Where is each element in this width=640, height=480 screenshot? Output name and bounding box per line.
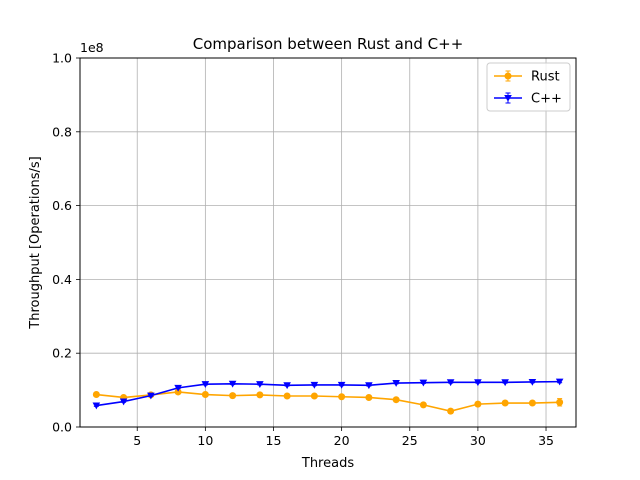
legend-item-rust: Rust xyxy=(494,70,560,85)
series-cpp xyxy=(92,378,564,410)
legend-marker xyxy=(504,72,512,80)
x-tick-label: 20 xyxy=(334,433,350,448)
data-point xyxy=(447,407,455,415)
legend-marker xyxy=(504,94,512,102)
data-point xyxy=(501,399,509,407)
y-tick-label: 0.8 xyxy=(52,124,72,139)
y-tick-label: 0.2 xyxy=(52,346,72,361)
data-point xyxy=(283,392,291,400)
data-point xyxy=(501,379,509,387)
data-point xyxy=(365,393,373,401)
data-point xyxy=(392,380,400,387)
data-point xyxy=(174,384,182,392)
data-point xyxy=(392,396,400,404)
data-point xyxy=(474,379,482,387)
data-point xyxy=(92,391,100,399)
chart-title: Comparison between Rust and C++ xyxy=(193,35,464,53)
ticks: 5 10 15 20 25 30 35 0.0 0.2 0.4 0.6 0.8 1.0 xyxy=(52,51,554,449)
data-point xyxy=(310,392,318,400)
data-point xyxy=(474,400,482,408)
y-axis-label: Throughput [Operations/s] xyxy=(28,156,43,329)
x-tick-label: 25 xyxy=(402,433,418,448)
y-tick-label: 0.4 xyxy=(52,272,72,287)
legend-label: C++ xyxy=(531,92,562,107)
data-point xyxy=(419,379,428,387)
y-axis-multiplier: 1e8 xyxy=(80,40,104,55)
data-point xyxy=(283,382,291,390)
data-point xyxy=(119,398,128,406)
data-point xyxy=(256,391,264,399)
plot-frame xyxy=(79,57,577,428)
x-tick-label: 15 xyxy=(266,433,282,448)
x-axis-label: Threads xyxy=(301,456,354,471)
data-point xyxy=(338,393,346,401)
data-point xyxy=(228,380,237,388)
series-line-rust xyxy=(96,391,560,412)
data-point xyxy=(419,401,427,409)
data-point xyxy=(174,388,182,396)
data-point xyxy=(201,381,210,388)
data-point xyxy=(365,382,373,390)
x-tick-label: 10 xyxy=(197,433,213,448)
data-point xyxy=(92,402,101,410)
data-point xyxy=(310,381,319,389)
series-layer xyxy=(92,378,564,415)
x-tick-label: 30 xyxy=(470,433,486,448)
data-point xyxy=(337,381,346,389)
data-point xyxy=(229,392,237,400)
legend: Rust C++ xyxy=(486,62,571,112)
data-point xyxy=(201,391,209,399)
x-tick-label: 5 xyxy=(133,433,141,448)
data-point xyxy=(555,378,564,386)
legend-label: Rust xyxy=(531,70,560,85)
series-line-cpp xyxy=(96,380,560,407)
legend-item-cpp: C++ xyxy=(494,92,562,107)
y-tick-label: 0.0 xyxy=(52,420,72,435)
data-point xyxy=(256,381,264,388)
data-point xyxy=(528,399,536,407)
y-tick-label: 1.0 xyxy=(52,51,72,66)
data-point xyxy=(446,379,455,387)
data-point xyxy=(147,392,155,400)
data-point xyxy=(556,398,564,406)
data-point xyxy=(528,378,537,386)
y-tick-label: 0.6 xyxy=(52,198,72,213)
x-tick-label: 35 xyxy=(538,433,554,448)
